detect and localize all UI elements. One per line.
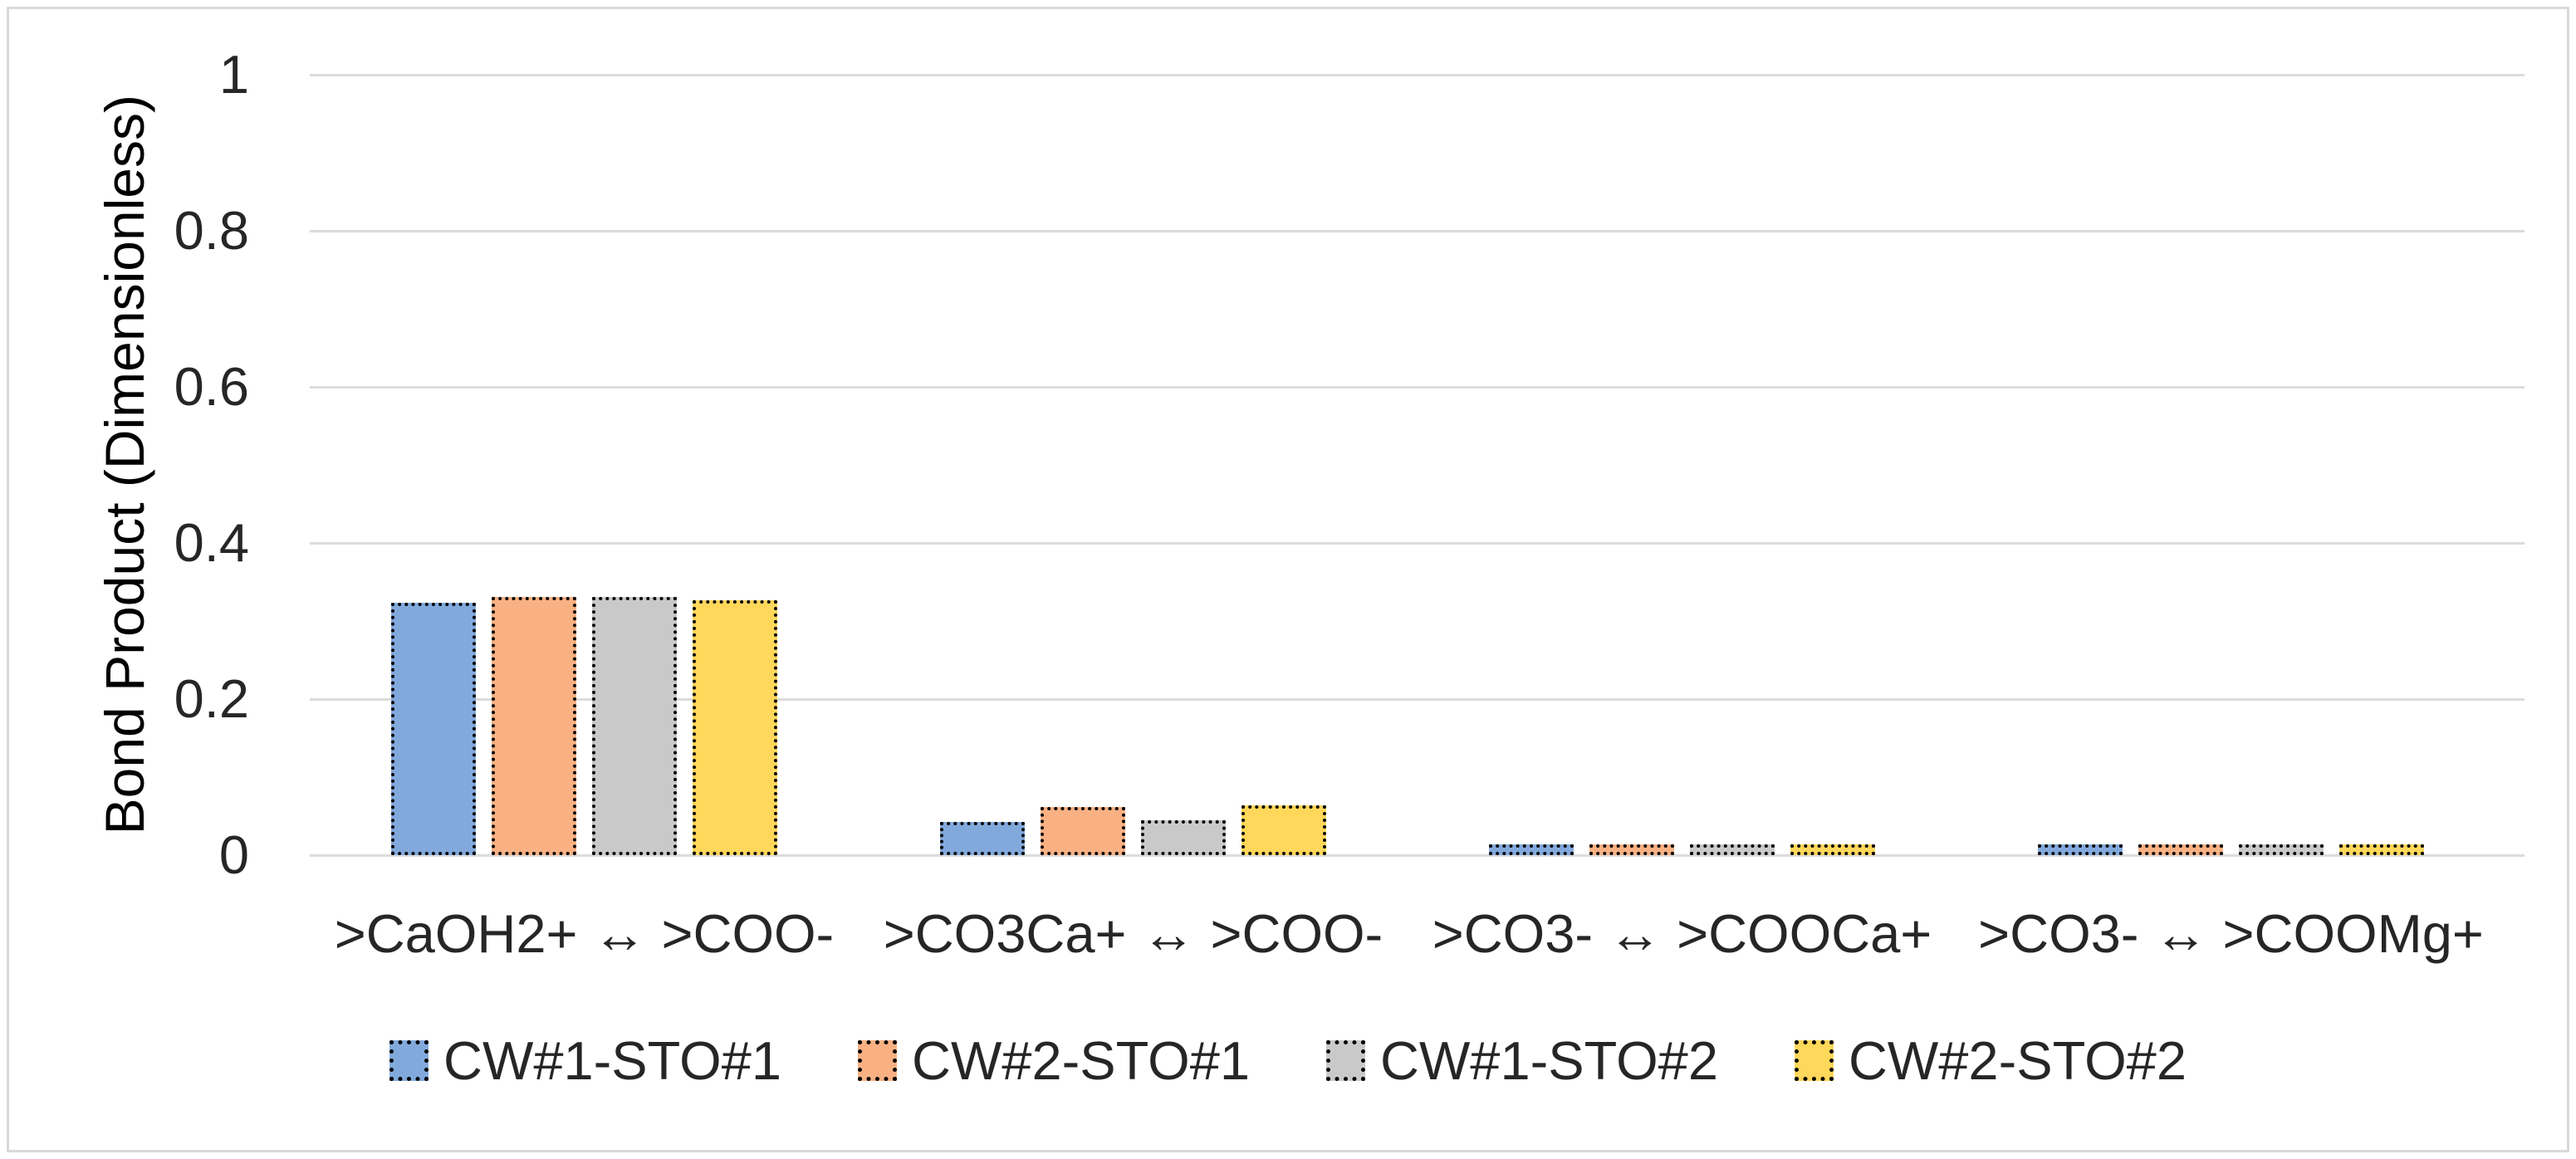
gridline-0.2	[310, 698, 2525, 701]
legend-swatch-icon	[1794, 1039, 1834, 1081]
y-tick-label-0.6: 0.6	[174, 356, 249, 417]
bar-series4-cat1	[693, 600, 777, 855]
bar-series1-cat3	[1489, 844, 1574, 855]
legend-label: CW#1-STO#2	[1380, 1029, 1718, 1091]
gridline-0.8	[310, 230, 2525, 232]
legend-label: CW#2-STO#2	[1848, 1029, 2187, 1091]
bar-series3-cat4	[2239, 844, 2324, 855]
legend-item-3: CW#1-STO#2	[1326, 1029, 1718, 1092]
bar-series2-cat2	[1041, 807, 1125, 855]
gridline-0.6	[310, 386, 2525, 389]
bar-series2-cat4	[2138, 844, 2223, 855]
bar-series1-cat1	[391, 603, 476, 855]
x-category-label-3: >CO3- ↔ >COOCa+	[1432, 903, 1932, 964]
y-tick-label-0: 0	[218, 824, 249, 885]
x-category-label-2: >CO3Ca+ ↔ >COO-	[883, 903, 1383, 964]
y-tick-label-0.2: 0.2	[174, 668, 249, 729]
bar-series3-cat1	[592, 597, 677, 855]
legend-swatch-icon	[1326, 1039, 1365, 1081]
legend-label: CW#1-STO#1	[443, 1029, 782, 1091]
x-category-label-1: >CaOH2+ ↔ >COO-	[334, 903, 835, 964]
legend-swatch-icon	[389, 1039, 429, 1081]
gridline-0	[310, 854, 2525, 857]
bar-series2-cat3	[1589, 844, 1674, 855]
x-category-label-4: >CO3- ↔ >COOMg+	[1978, 903, 2484, 964]
bar-series4-cat3	[1790, 844, 1875, 855]
y-tick-label-1: 1	[218, 44, 249, 105]
bar-series3-cat3	[1690, 844, 1775, 855]
legend-item-4: CW#2-STO#2	[1794, 1029, 2187, 1092]
legend-item-1: CW#1-STO#1	[389, 1029, 781, 1092]
chart-outer-border	[7, 7, 2569, 1152]
bar-series3-cat2	[1141, 820, 1226, 855]
legend-label: CW#2-STO#1	[912, 1029, 1250, 1091]
bar-series4-cat2	[1241, 805, 1326, 855]
legend-item-2: CW#2-STO#1	[858, 1029, 1250, 1092]
gridline-0.4	[310, 542, 2525, 545]
y-tick-label-0.8: 0.8	[174, 200, 249, 261]
bar-series1-cat4	[2038, 844, 2123, 855]
y-axis-title-box: Bond Product (Dimensionless)	[83, 75, 166, 855]
legend: CW#1-STO#1 CW#2-STO#1 CW#1-STO#2 CW#2-STO#2	[0, 1029, 2576, 1092]
bar-series2-cat1	[492, 597, 576, 855]
legend-swatch-icon	[858, 1039, 898, 1081]
y-tick-label-0.4: 0.4	[174, 512, 249, 573]
bar-series4-cat4	[2339, 844, 2424, 855]
gridline-1	[310, 74, 2525, 76]
bar-series1-cat2	[940, 822, 1025, 855]
